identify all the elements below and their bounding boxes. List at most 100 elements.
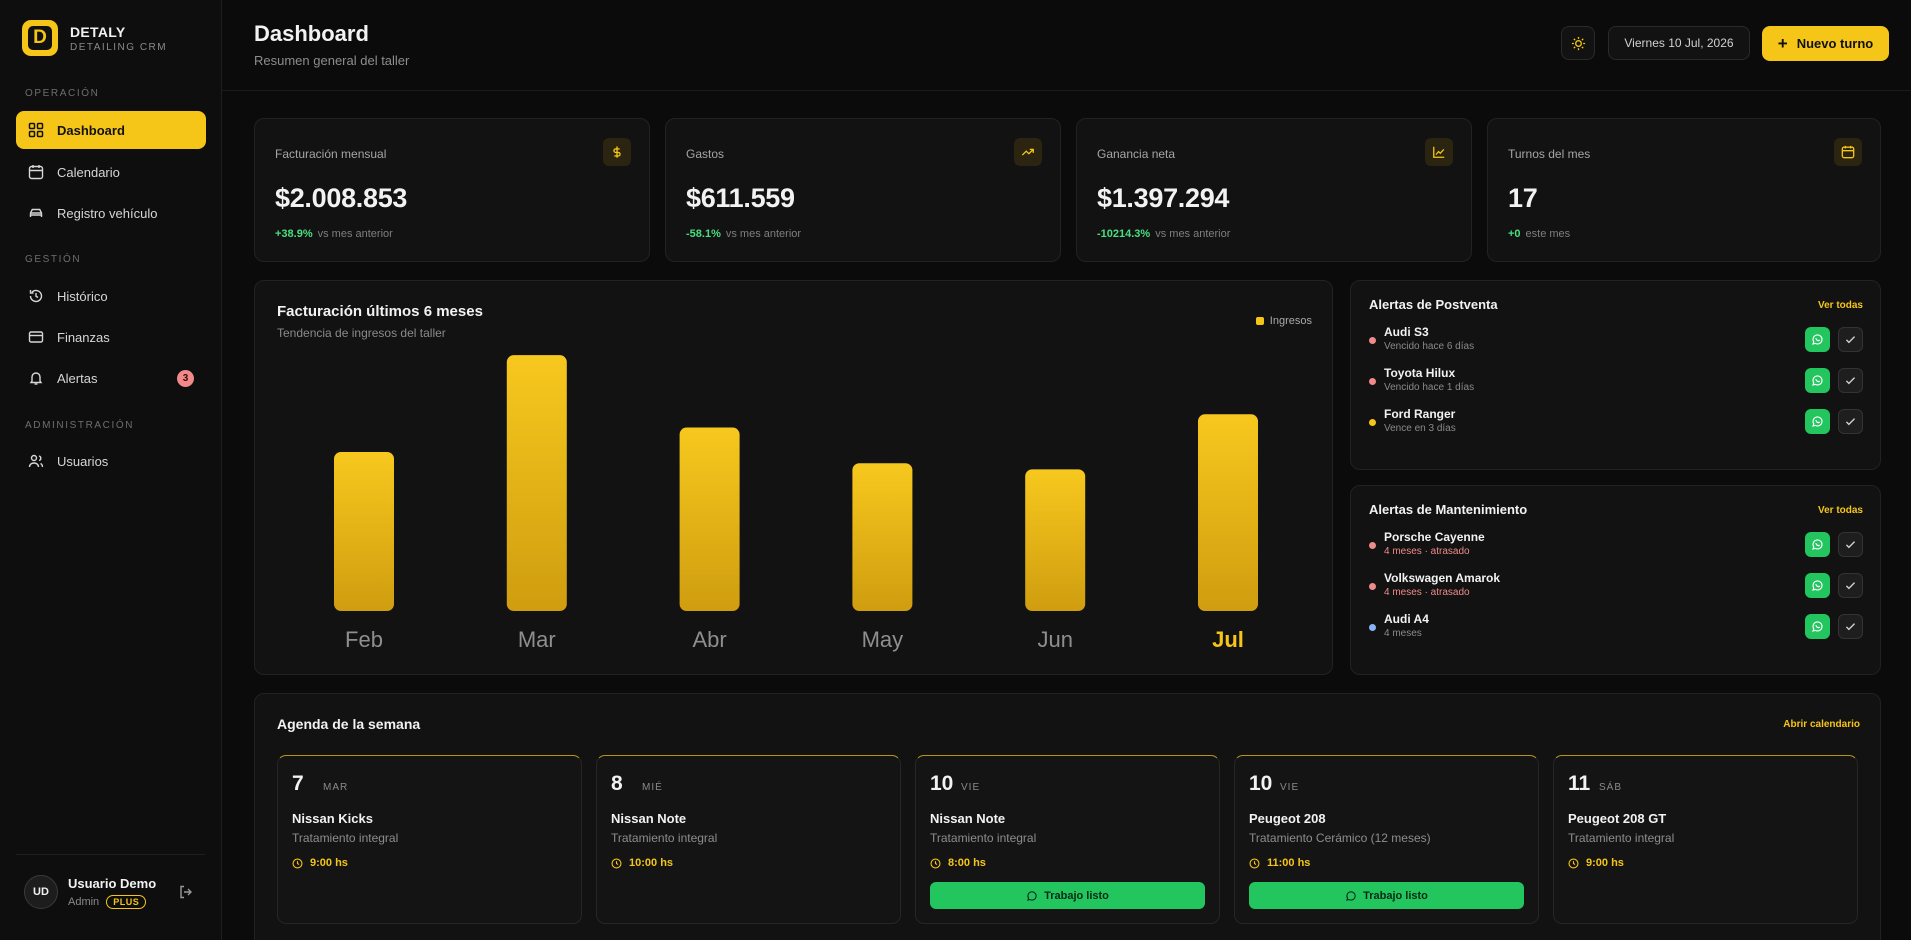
- trending-up-icon: [1014, 138, 1042, 166]
- weekly-agenda-card: Agenda de la semana Abrir calendario 7 MA…: [254, 693, 1881, 940]
- sidebar-item-dashboard[interactable]: Dashboard: [16, 111, 206, 149]
- sidebar-item-label: Registro vehículo: [57, 205, 158, 221]
- agenda-title: Agenda de la semana: [277, 716, 421, 732]
- postventa-see-all-link[interactable]: Ver todas: [1817, 300, 1863, 311]
- clock-icon: [1249, 857, 1260, 869]
- appointment-service: Tratamiento integral: [611, 831, 718, 845]
- clock-icon: [292, 857, 303, 869]
- mark-done-button[interactable]: [1838, 614, 1863, 639]
- page-subtitle: Resumen general del taller: [254, 53, 410, 68]
- agenda-day-card[interactable]: 10 VIE Nissan Note Tratamiento integral 8:00…: [915, 755, 1220, 924]
- appointment-time: 8:00 hs: [930, 857, 986, 869]
- appointment-vehicle: Nissan Kicks: [292, 811, 373, 826]
- sidebar-item-usuarios[interactable]: Usuarios: [16, 442, 206, 480]
- agenda-day-card[interactable]: 7 MAR Nissan Kicks Tratamiento integral 9:00…: [277, 755, 582, 924]
- whatsapp-icon: [1812, 580, 1823, 591]
- brand[interactable]: D DETALY DETAILING CRM: [22, 20, 167, 56]
- logout-icon[interactable]: [178, 884, 194, 900]
- maintenance-alerts-card: Alertas de Mantenimiento Ver todas Porsc…: [1350, 485, 1881, 675]
- calendar-icon: [28, 164, 44, 180]
- chart-legend: Ingresos: [1255, 315, 1312, 327]
- status-dot: [1369, 378, 1376, 385]
- alert-vehicle: Toyota Hilux: [1384, 366, 1456, 380]
- mark-done-button[interactable]: [1838, 327, 1863, 352]
- check-icon: [1845, 582, 1856, 590]
- agenda-day-card[interactable]: 11 SÁB Peugeot 208 GT Tratamiento integral 9…: [1553, 755, 1858, 924]
- user-profile[interactable]: UD Usuario Demo Admin PLUS: [24, 875, 156, 909]
- mark-done-button[interactable]: [1838, 573, 1863, 598]
- whatsapp-button[interactable]: [1805, 409, 1830, 434]
- whatsapp-icon: [1812, 334, 1823, 345]
- kpi-card-turnos: Turnos del mes 17 +0 este mes: [1487, 118, 1881, 262]
- alert-item: Porsche Cayenne 4 meses · atrasado: [1369, 530, 1863, 564]
- current-date: Viernes 10 Jul, 2026: [1608, 26, 1750, 60]
- time-label: 9:00 hs: [1586, 857, 1624, 869]
- sidebar-item-finanzas[interactable]: Finanzas: [16, 318, 206, 356]
- kpi-foot: este mes: [1525, 228, 1571, 240]
- whatsapp-button[interactable]: [1805, 532, 1830, 557]
- check-icon: [1845, 541, 1856, 549]
- appointment-vehicle: Peugeot 208: [1249, 811, 1326, 826]
- bar-jul[interactable]: [1198, 414, 1258, 611]
- mark-done-button[interactable]: [1838, 409, 1863, 434]
- mark-done-button[interactable]: [1838, 368, 1863, 393]
- alert-note: Vence en 3 días: [1384, 423, 1456, 434]
- status-dot: [1369, 337, 1376, 344]
- time-label: 8:00 hs: [948, 857, 986, 869]
- check-icon: [1845, 418, 1856, 426]
- time-label: 11:00 hs: [1267, 857, 1311, 869]
- new-appointment-button[interactable]: + Nuevo turno: [1762, 26, 1889, 61]
- theme-toggle-button[interactable]: [1561, 26, 1595, 60]
- grid-icon: [28, 122, 44, 138]
- brand-subtitle: DETAILING CRM: [70, 41, 168, 53]
- line-chart-icon: [1425, 138, 1453, 166]
- alert-note: Vencido hace 1 días: [1384, 382, 1475, 393]
- kpi-delta: +0: [1508, 228, 1521, 240]
- appointment-time: 9:00 hs: [1568, 857, 1624, 869]
- check-icon: [1845, 377, 1856, 385]
- alert-vehicle: Ford Ranger: [1384, 407, 1456, 421]
- sidebar-item-label: Histórico: [57, 288, 108, 304]
- alert-vehicle: Audi A4: [1384, 612, 1429, 626]
- sidebar-item-label: Alertas: [57, 370, 98, 386]
- bar-jun[interactable]: [1025, 469, 1086, 611]
- postventa-title: Alertas de Postventa: [1369, 297, 1498, 312]
- plus-icon: +: [1777, 33, 1788, 53]
- status-dot: [1369, 583, 1376, 590]
- status-dot: [1369, 419, 1376, 426]
- bar-mar[interactable]: [506, 355, 567, 611]
- bar-abr[interactable]: [679, 427, 740, 611]
- mark-done-button[interactable]: [1838, 532, 1863, 557]
- whatsapp-icon: [1812, 375, 1823, 386]
- open-calendar-link[interactable]: Abrir calendario: [1783, 719, 1860, 730]
- whatsapp-icon: [1346, 890, 1356, 901]
- day-of-week: SÁB: [1599, 782, 1623, 793]
- agenda-day-card[interactable]: 10 VIE Peugeot 208 Tratamiento Cerámico (12…: [1234, 755, 1539, 924]
- job-done-label: Trabajo listo: [1363, 889, 1428, 902]
- whatsapp-button[interactable]: [1805, 573, 1830, 598]
- clock-icon: [611, 857, 622, 869]
- kpi-card-ganancia: Ganancia neta $1.397.294 -10214.3% vs mes…: [1076, 118, 1472, 262]
- sidebar-item-calendario[interactable]: Calendario: [16, 153, 206, 191]
- revenue-chart-card: Facturación últimos 6 meses Tendencia de…: [254, 280, 1333, 675]
- whatsapp-button[interactable]: [1805, 368, 1830, 393]
- job-done-button[interactable]: Trabajo listo: [1249, 882, 1524, 909]
- appointment-vehicle: Nissan Note: [611, 811, 687, 826]
- whatsapp-button[interactable]: [1805, 614, 1830, 639]
- appointment-time: 11:00 hs: [1249, 857, 1310, 869]
- day-of-week: VIE: [961, 782, 981, 793]
- sidebar-item-registro-vehiculo[interactable]: Registro vehículo: [16, 194, 206, 232]
- whatsapp-icon: [1812, 539, 1823, 550]
- x-tick-label: Feb: [345, 627, 383, 652]
- agenda-day-card[interactable]: 8 MIÉ Nissan Note Tratamiento integral 10:00…: [596, 755, 901, 924]
- sidebar-item-historico[interactable]: Histórico: [16, 277, 206, 315]
- kpi-delta: -10214.3%: [1097, 228, 1151, 240]
- bar-may[interactable]: [852, 463, 913, 611]
- job-done-button[interactable]: Trabajo listo: [930, 882, 1205, 909]
- sidebar-item-alertas[interactable]: Alertas 3: [16, 359, 206, 397]
- whatsapp-icon: [1027, 890, 1037, 901]
- whatsapp-button[interactable]: [1805, 327, 1830, 352]
- kpi-value: 17: [1508, 183, 1538, 213]
- maintenance-see-all-link[interactable]: Ver todas: [1817, 505, 1863, 516]
- bar-feb[interactable]: [334, 452, 394, 611]
